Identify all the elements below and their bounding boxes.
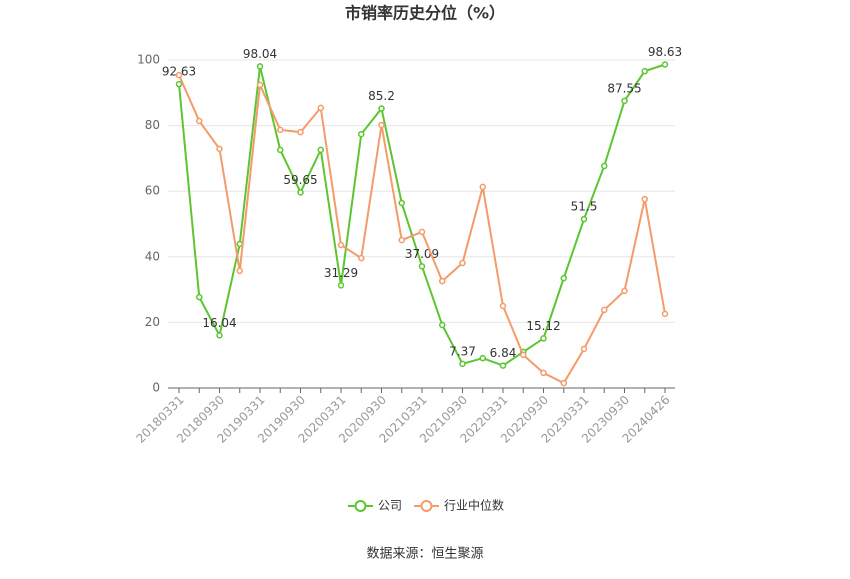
legend-marker xyxy=(420,500,433,512)
point xyxy=(499,302,507,310)
point xyxy=(439,277,446,285)
point xyxy=(378,121,385,129)
legend-marker xyxy=(354,500,367,512)
point xyxy=(378,105,385,112)
data-label: 16.04 xyxy=(202,316,236,330)
point xyxy=(337,282,345,289)
chart-title: 市销率历史分位（%） xyxy=(345,4,505,23)
point xyxy=(520,351,527,359)
data-label: 98.04 xyxy=(243,47,277,61)
data-label: 15.12 xyxy=(526,319,560,333)
y-tick-label: 0 xyxy=(152,381,160,395)
legend-label: 行业中位数 xyxy=(444,498,504,513)
point xyxy=(479,354,486,362)
legend-label: 公司 xyxy=(378,499,402,513)
point xyxy=(256,81,264,89)
point xyxy=(317,104,324,112)
point xyxy=(398,236,405,244)
point xyxy=(621,97,628,105)
point xyxy=(601,162,608,170)
point xyxy=(418,228,426,236)
point xyxy=(175,71,183,79)
point xyxy=(216,332,223,339)
series-line xyxy=(178,63,666,367)
y-tick-label: 80 xyxy=(145,118,160,132)
point xyxy=(641,67,648,75)
source: 数据来源：恒生聚源 xyxy=(366,547,483,562)
point xyxy=(499,362,507,369)
point xyxy=(297,128,304,136)
point xyxy=(560,379,567,387)
y-tick-label: 40 xyxy=(145,249,160,263)
data-label: 87.55 xyxy=(607,81,641,95)
point xyxy=(256,63,264,70)
point xyxy=(540,335,547,342)
data-label: 59.65 xyxy=(283,173,317,187)
point xyxy=(418,263,426,270)
y-tick-label: 100 xyxy=(137,53,160,67)
point xyxy=(641,195,648,203)
point xyxy=(398,199,405,207)
data-label: 51.5 xyxy=(571,200,598,214)
data-label: 85.2 xyxy=(368,89,395,103)
data-label: 92.63 xyxy=(162,65,196,79)
point xyxy=(540,369,547,377)
point xyxy=(216,145,223,153)
point xyxy=(358,130,365,138)
point xyxy=(459,360,466,368)
y-tick-label: 60 xyxy=(145,184,160,198)
point xyxy=(277,146,284,154)
point xyxy=(459,259,466,267)
point xyxy=(297,189,304,196)
point xyxy=(196,293,203,301)
point xyxy=(175,80,183,88)
y-tick-label: 20 xyxy=(145,315,160,329)
point xyxy=(317,146,324,154)
point xyxy=(661,61,669,68)
point xyxy=(196,117,203,125)
point xyxy=(661,310,669,318)
point xyxy=(277,126,284,134)
point xyxy=(580,215,588,223)
point xyxy=(439,321,446,329)
point xyxy=(580,345,588,353)
data-label: 7.37 xyxy=(449,344,476,358)
data-label: 98.63 xyxy=(648,45,682,59)
point xyxy=(560,274,567,282)
data-label: 31.29 xyxy=(324,266,358,280)
point xyxy=(479,183,486,191)
point xyxy=(601,306,608,314)
point xyxy=(236,267,243,275)
point xyxy=(337,241,345,249)
point xyxy=(621,287,628,295)
point xyxy=(358,254,365,262)
data-label: 6.84 xyxy=(490,346,517,360)
